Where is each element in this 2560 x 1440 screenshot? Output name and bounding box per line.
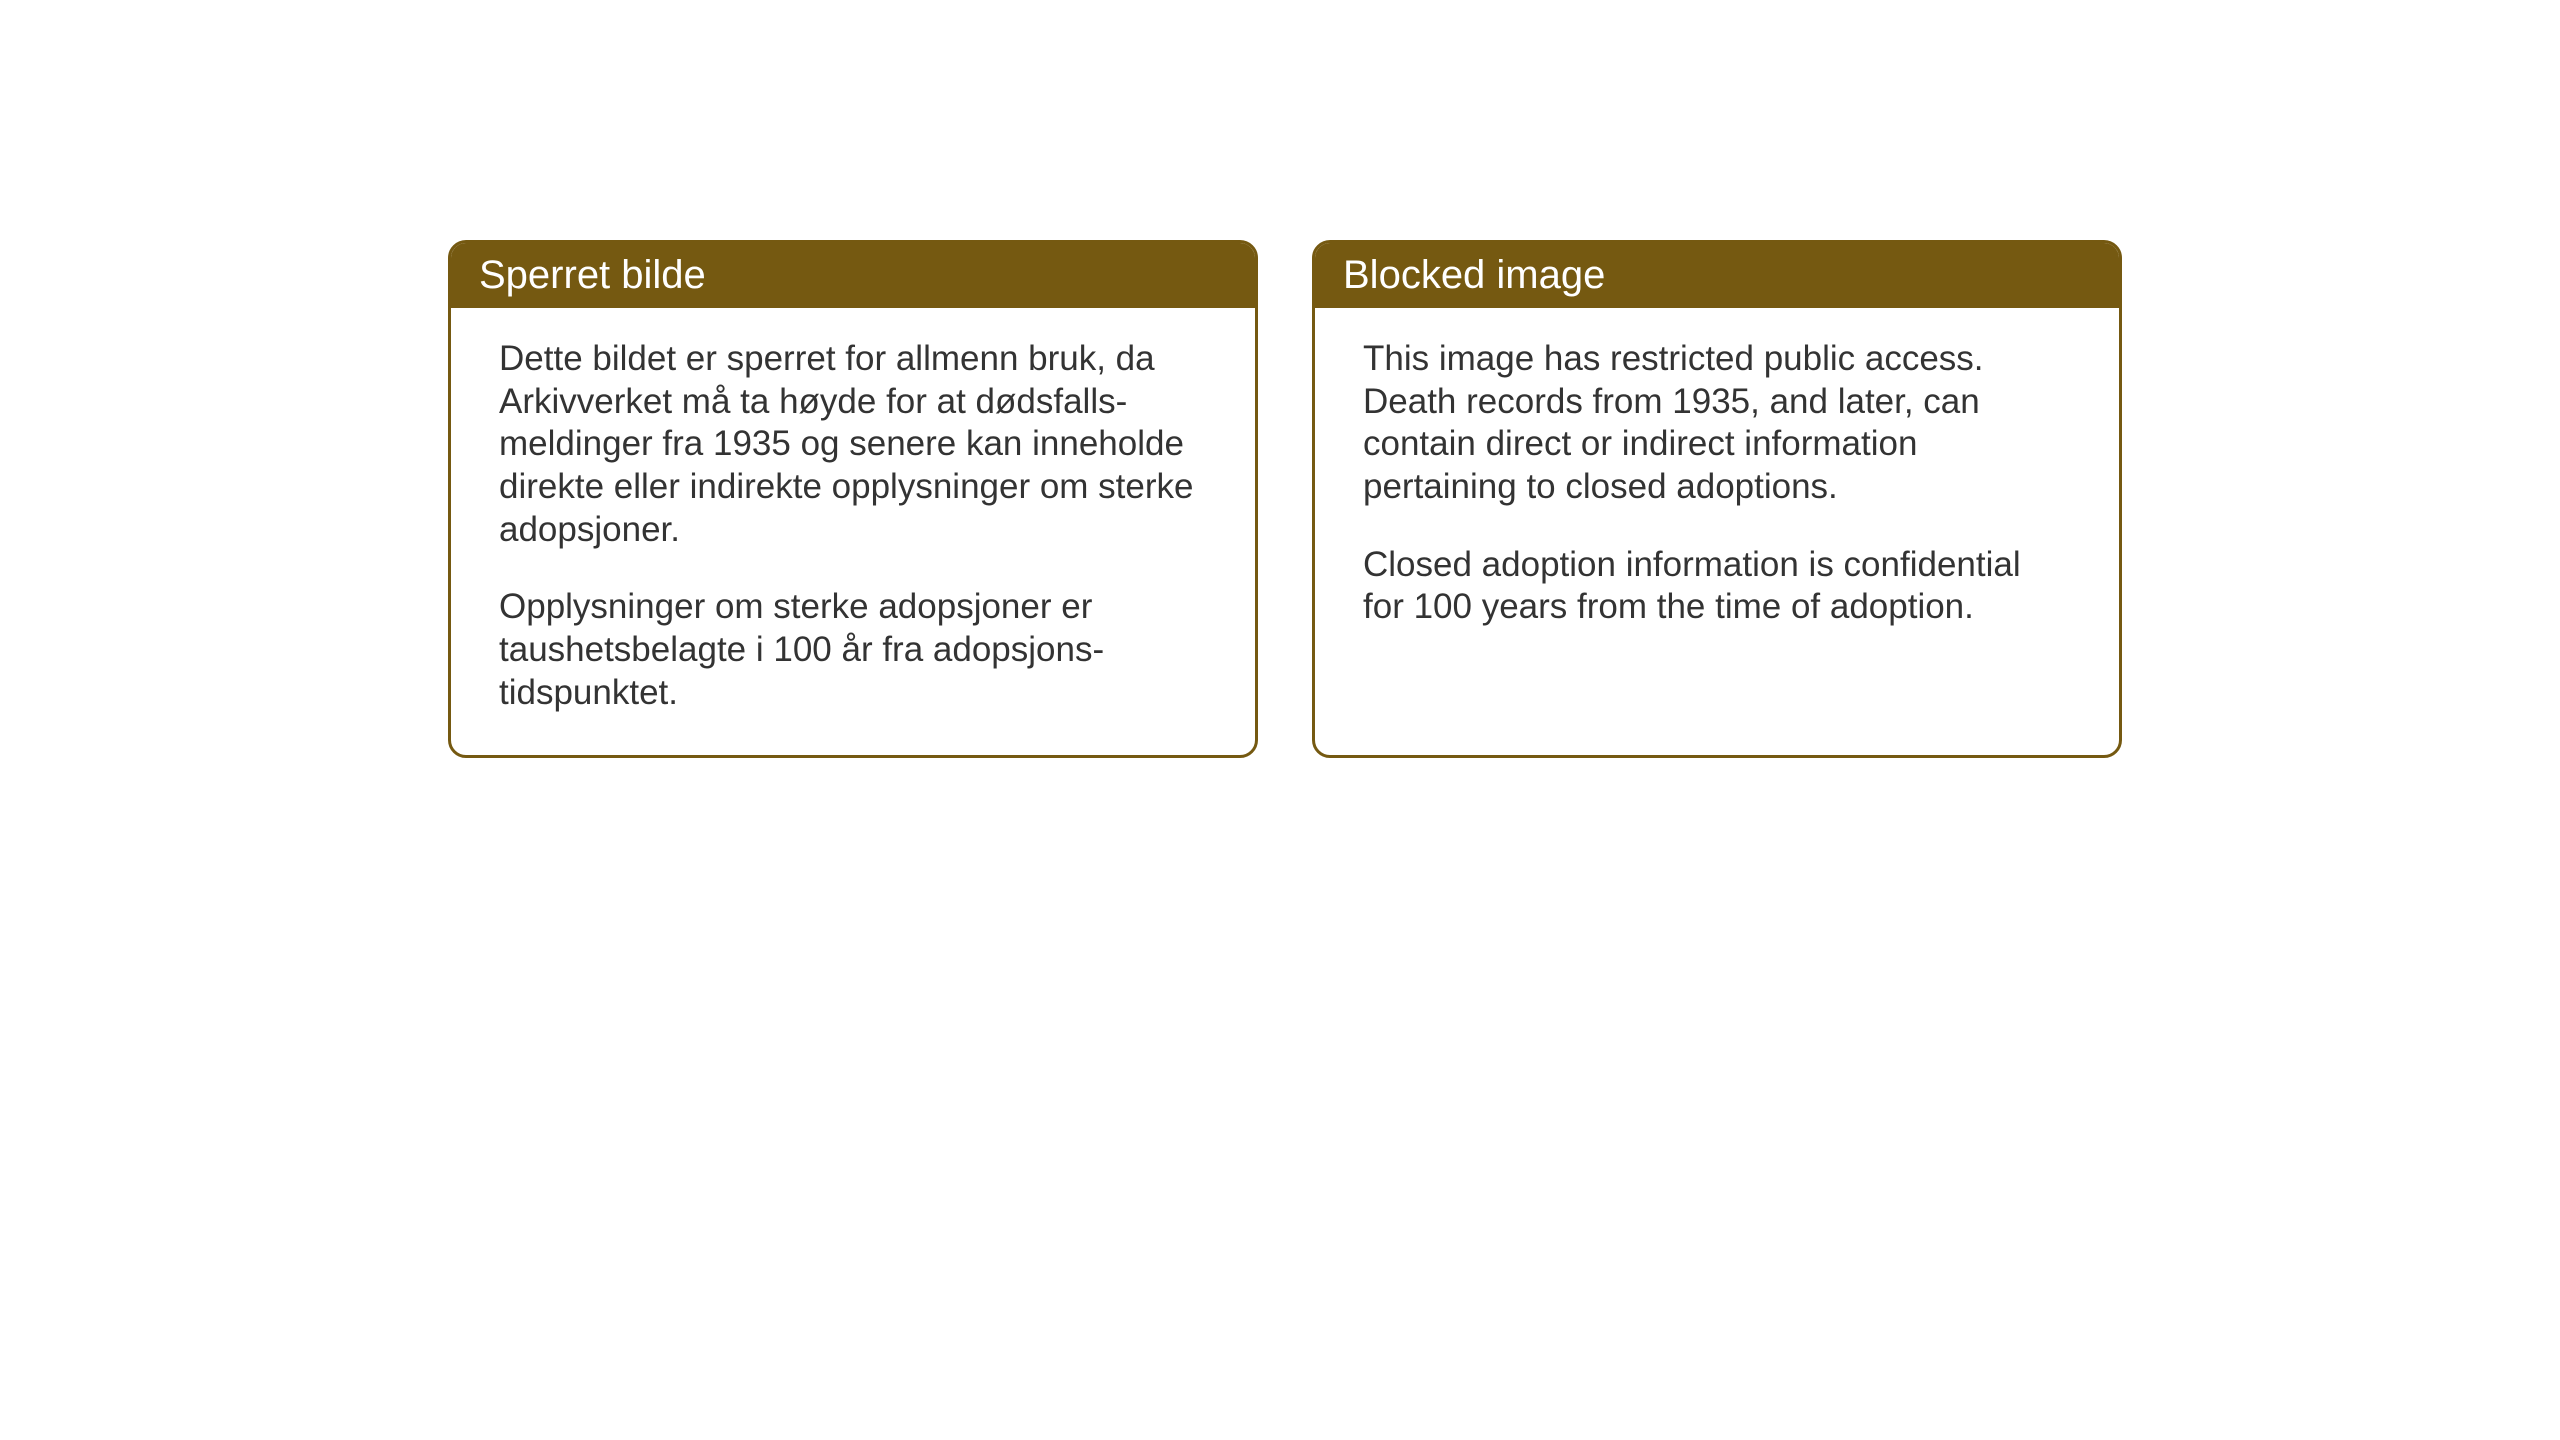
card-title-english: Blocked image xyxy=(1343,253,1605,297)
card-paragraph2-norwegian: Opplysninger om sterke adopsjoner er tau… xyxy=(499,586,1207,714)
card-body-english: This image has restricted public access.… xyxy=(1315,308,2119,728)
card-body-norwegian: Dette bildet er sperret for allmenn bruk… xyxy=(451,308,1255,755)
card-header-english: Blocked image xyxy=(1315,243,2119,308)
card-title-norwegian: Sperret bilde xyxy=(479,253,706,297)
notice-card-english: Blocked image This image has restricted … xyxy=(1312,240,2122,758)
card-paragraph1-english: This image has restricted public access.… xyxy=(1363,338,2071,509)
card-header-norwegian: Sperret bilde xyxy=(451,243,1255,308)
notice-card-norwegian: Sperret bilde Dette bildet er sperret fo… xyxy=(448,240,1258,758)
card-paragraph1-norwegian: Dette bildet er sperret for allmenn bruk… xyxy=(499,338,1207,551)
card-paragraph2-english: Closed adoption information is confident… xyxy=(1363,544,2071,629)
notice-container: Sperret bilde Dette bildet er sperret fo… xyxy=(448,240,2122,758)
